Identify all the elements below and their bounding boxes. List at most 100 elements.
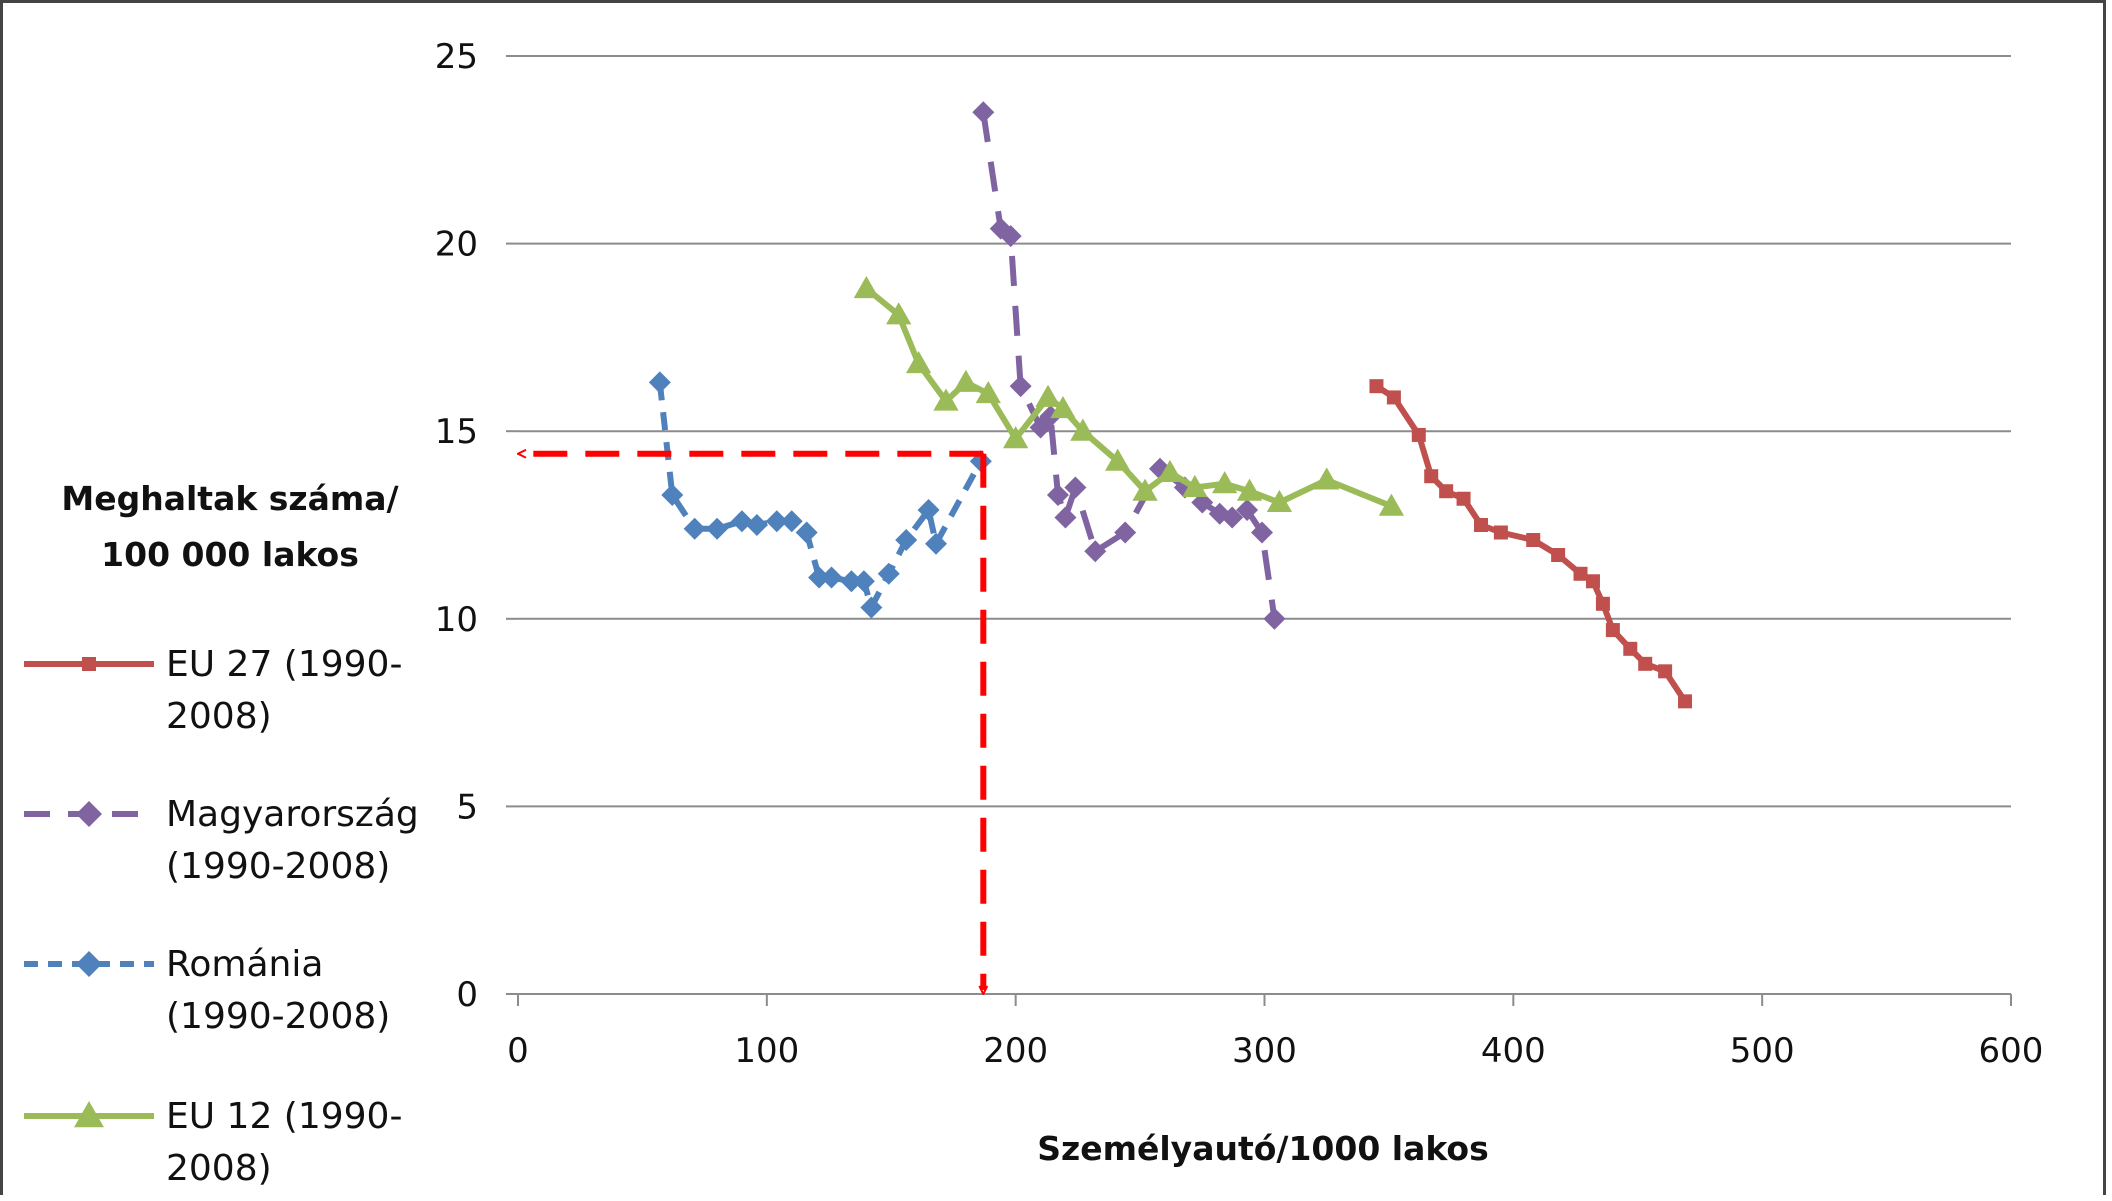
tick-labels: 0 5 10 15 20 25 0 100 200 300 400 500 600: [435, 37, 2044, 1071]
legend-item-1: Magyarország (1990-2008): [24, 794, 419, 887]
series-0-point-15: [1638, 656, 1653, 671]
legend-swatch-marker-3: [74, 1101, 104, 1128]
series-1-point-7: [1054, 506, 1077, 529]
legend-label-0-line-1: EU 27 (1990-: [166, 644, 402, 685]
series-2-point-4: [730, 510, 753, 533]
series-0-point-1: [1386, 390, 1401, 405]
y-tick-label-0: 0: [456, 975, 478, 1015]
series-3-point-11: [1132, 478, 1158, 501]
series-2-point-8: [795, 521, 818, 544]
series-2-point-17: [925, 532, 948, 555]
series-2-point-0: [648, 371, 671, 394]
legend-label-2-line-1: Románia: [166, 944, 323, 985]
series-1-point-18: [1263, 607, 1286, 630]
x-axis-title: Személyautó/1000 lakos: [1037, 1129, 1489, 1168]
legend: EU 27 (1990- 2008) Magyarország (1990-2008)…: [24, 644, 419, 1189]
y-axis-title: Meghaltak száma/ 100 000 lakos: [61, 479, 399, 574]
series-3-point-14: [1212, 471, 1238, 494]
series-3-point-10: [1105, 448, 1131, 471]
legend-label-3-line-2: 2008): [166, 1148, 272, 1189]
series-3-point-5: [975, 381, 1001, 404]
series-0-point-0: [1369, 379, 1384, 394]
series-0-point-16: [1658, 664, 1673, 679]
series-0-point-8: [1526, 533, 1541, 548]
series-1: [972, 101, 1286, 630]
series-2-point-13: [860, 596, 883, 619]
legend-swatch-marker-0: [82, 657, 96, 671]
series-3-point-0: [853, 275, 880, 299]
series-1-point-3: [1009, 375, 1032, 398]
series-3-point-8: [1050, 396, 1076, 419]
series-1-point-16: [1236, 498, 1259, 521]
series-0-point-17: [1678, 694, 1693, 709]
series-2-point-11: [840, 570, 863, 593]
y-tick-label-15: 15: [435, 412, 478, 452]
series-0-point-11: [1585, 574, 1600, 589]
series-2: [648, 371, 992, 619]
series-0: [1369, 379, 1693, 709]
series-2-point-15: [895, 529, 918, 552]
series-0-point-2: [1411, 427, 1426, 442]
y-tick-label-25: 25: [435, 37, 478, 77]
legend-item-3: EU 12 (1990- 2008): [24, 1096, 402, 1189]
series-0-point-13: [1605, 623, 1620, 638]
y-axis-title-line-1: Meghaltak száma/: [61, 479, 399, 518]
series-1-point-6: [1046, 483, 1069, 506]
series-3-point-4: [953, 369, 979, 392]
series-0-point-10: [1573, 566, 1588, 581]
y-tick-label-5: 5: [456, 787, 478, 827]
series-1-point-0: [972, 101, 995, 124]
series-0-point-12: [1595, 596, 1610, 611]
series-2-point-16: [917, 498, 940, 521]
series-layer: [648, 101, 1693, 709]
series-3-point-12: [1157, 459, 1183, 482]
x-tick-label-300: 300: [1232, 1031, 1297, 1071]
legend-item-2: Románia (1990-2008): [24, 944, 390, 1037]
series-0-point-3: [1424, 469, 1439, 484]
legend-label-0-line-2: 2008): [166, 696, 272, 737]
series-0-point-14: [1623, 641, 1638, 656]
series-3-point-7: [1035, 384, 1061, 407]
series-0-point-4: [1439, 484, 1454, 499]
series-2-point-2: [683, 517, 706, 540]
x-tick-label-100: 100: [734, 1031, 799, 1071]
legend-label-1-line-2: (1990-2008): [166, 846, 390, 887]
series-1-point-15: [1221, 506, 1244, 529]
x-tick-label-500: 500: [1730, 1031, 1795, 1071]
y-tick-label-20: 20: [435, 225, 478, 265]
series-1-point-9: [1084, 540, 1107, 563]
series-2-point-3: [706, 517, 729, 540]
series-3-point-6: [1003, 426, 1029, 449]
series-3-point-16: [1266, 489, 1293, 512]
legend-label-2-line-2: (1990-2008): [166, 996, 390, 1037]
x-tick-label-200: 200: [983, 1031, 1048, 1071]
legend-swatch-marker-1: [76, 801, 102, 827]
annotation-arrows: [522, 454, 983, 990]
series-0-point-6: [1473, 518, 1488, 532]
legend-item-0: EU 27 (1990- 2008): [24, 644, 402, 737]
series-3-point-13: [1182, 474, 1208, 497]
series-0-point-9: [1551, 548, 1566, 563]
series-2-point-10: [820, 566, 843, 589]
series-3-point-2: [905, 351, 932, 374]
series-1-point-13: [1191, 491, 1214, 514]
y-axis-title-line-2: 100 000 lakos: [101, 535, 359, 574]
series-2-point-9: [808, 566, 831, 589]
series-0-point-7: [1493, 525, 1508, 540]
series-3-point-1: [886, 302, 912, 325]
x-tick-label-0: 0: [507, 1031, 529, 1071]
legend-label-1-line-1: Magyarország: [166, 794, 419, 835]
series-2-point-12: [852, 570, 875, 593]
series-3-point-9: [1070, 418, 1096, 441]
series-3-point-15: [1236, 478, 1263, 501]
series-3-point-3: [933, 388, 959, 411]
x-tick-label-600: 600: [1979, 1031, 2044, 1071]
series-line-1: [980, 111, 1278, 620]
series-1-point-17: [1251, 521, 1274, 544]
series-1-point-8: [1064, 476, 1087, 499]
legend-label-3-line-1: EU 12 (1990-: [166, 1096, 402, 1137]
series-3-point-18: [1378, 493, 1405, 516]
legend-swatch-marker-2: [76, 951, 102, 977]
series-2-point-7: [780, 510, 803, 533]
series-3-point-17: [1314, 467, 1340, 490]
